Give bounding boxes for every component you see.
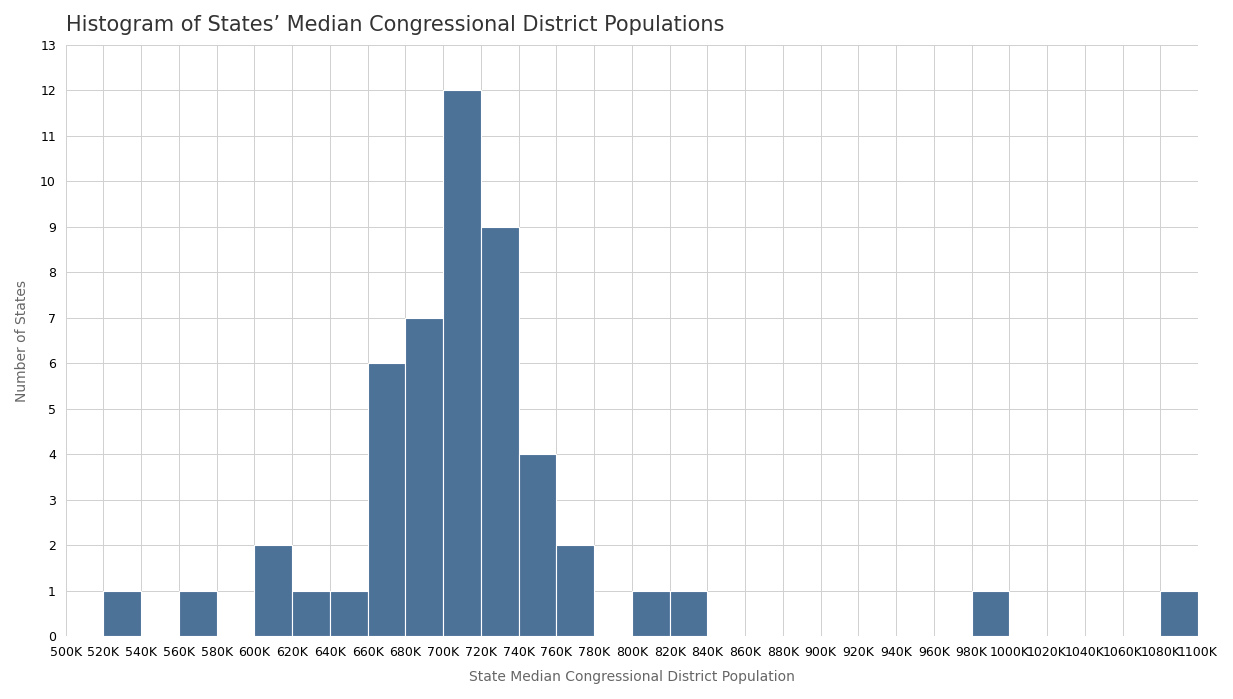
Bar: [443, 90, 481, 636]
Y-axis label: Number of States: Number of States: [15, 280, 30, 401]
Bar: [406, 318, 443, 636]
Bar: [367, 363, 406, 636]
Bar: [556, 545, 594, 636]
Bar: [481, 226, 519, 636]
Bar: [972, 591, 1010, 636]
Bar: [519, 454, 556, 636]
Bar: [179, 591, 217, 636]
Bar: [254, 545, 292, 636]
Bar: [330, 591, 367, 636]
Bar: [1160, 591, 1198, 636]
Bar: [104, 591, 142, 636]
Bar: [631, 591, 670, 636]
Bar: [670, 591, 708, 636]
Text: Histogram of States’ Median Congressional District Populations: Histogram of States’ Median Congressiona…: [65, 15, 724, 35]
X-axis label: State Median Congressional District Population: State Median Congressional District Popu…: [469, 670, 795, 684]
Bar: [292, 591, 330, 636]
